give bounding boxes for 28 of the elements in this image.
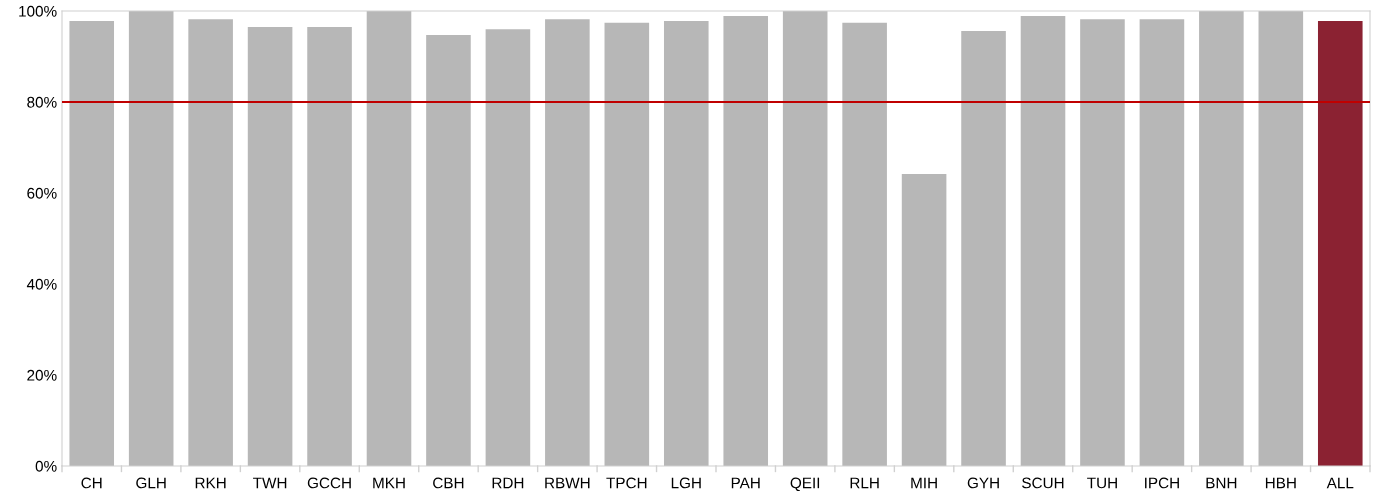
x-tick-label: TWH: [253, 477, 287, 489]
x-tick-label: CBH: [433, 477, 464, 489]
x-tick-label: PAH: [731, 477, 760, 489]
x-tick-label: HBH: [1265, 477, 1296, 489]
x-tick-label: TUH: [1087, 477, 1117, 489]
x-tick-label: QEII: [790, 477, 820, 492]
y-tick-label: 40%: [26, 278, 57, 290]
y-tick-label: 60%: [27, 187, 57, 199]
x-tick-label: TPCH: [606, 477, 647, 489]
x-tick-label: MKH: [373, 477, 405, 489]
x-tick-label: GYH: [967, 477, 999, 489]
x-tick-label: RKH: [195, 477, 226, 489]
x-tick-label: RBWH: [545, 477, 590, 489]
x-tick-label: SCUH: [1022, 477, 1064, 489]
x-tick-label: MIH: [911, 477, 937, 489]
x-tick-label: BNH: [1206, 477, 1237, 489]
x-tick-label: IPCH: [1145, 477, 1179, 489]
y-tick-label: 0%: [35, 460, 57, 472]
x-tick-label: LGH: [671, 477, 701, 489]
x-tick-label: GCCH: [307, 477, 351, 489]
y-tick-label: 20%: [27, 369, 57, 381]
y-tick-label: 100%: [19, 5, 57, 17]
x-tick-label: ALL: [1326, 477, 1354, 489]
x-tick-label: RLH: [850, 477, 879, 489]
x-tick-label: RDH: [492, 477, 524, 489]
x-tick-label: CH: [81, 477, 102, 489]
x-tick-label: GLH: [136, 477, 166, 489]
y-tick-label: 80%: [27, 96, 57, 108]
